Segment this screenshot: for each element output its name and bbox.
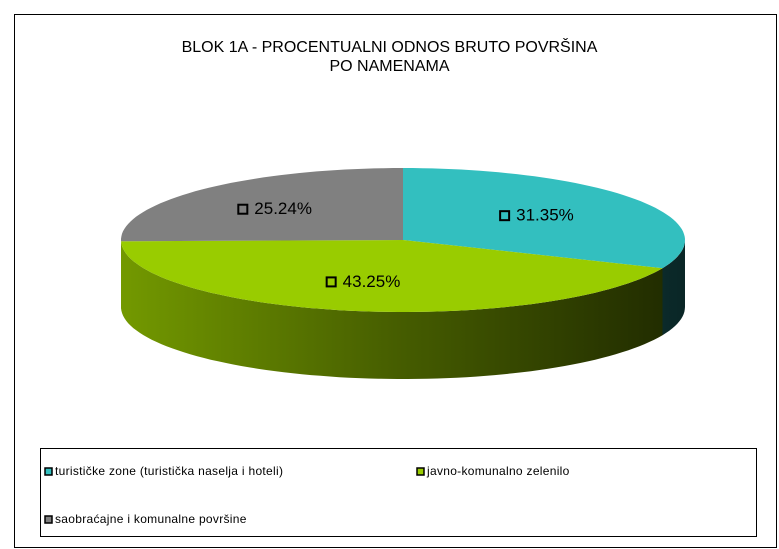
slice: [121, 240, 663, 312]
label-marker: [499, 210, 511, 222]
legend-swatch: [44, 515, 53, 524]
label-marker: [325, 276, 337, 288]
data-label: 25.24%: [254, 199, 312, 218]
legend-label: saobraćajne i komunalne površine: [55, 512, 247, 526]
data-label: 31.35%: [516, 206, 574, 225]
legend-box: [40, 448, 757, 537]
slice-side: [121, 241, 663, 379]
legend-swatch: [416, 467, 425, 476]
slice: [403, 168, 685, 269]
label-marker: [237, 203, 249, 215]
legend-label: javno-komunalno zelenilo: [426, 464, 570, 478]
slice: [121, 168, 403, 242]
data-label: 43.25%: [343, 272, 401, 291]
legend-swatch: [44, 467, 53, 476]
legend-label: turističke zone (turistička naselja i ho…: [55, 464, 283, 478]
slice-side: [662, 240, 685, 336]
chart-title: BLOK 1A - PROCENTUALNI ODNOS BRUTO POVRŠ…: [181, 39, 598, 75]
